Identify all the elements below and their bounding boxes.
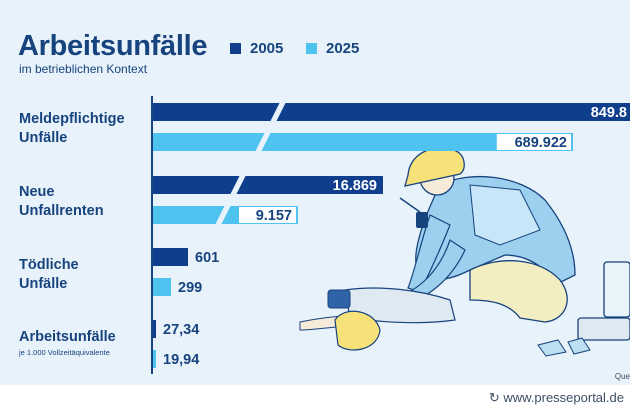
- source-label: Que: [614, 372, 630, 381]
- legend-swatch-2005: [230, 43, 241, 54]
- axis-break-2005-0: [270, 102, 286, 122]
- bar-chart: 849.8 689.922 16.869 9.157 601 299 27,34 19,94: [153, 102, 630, 368]
- patient-collar: [327, 289, 351, 309]
- value-pill-2005-1: [315, 177, 381, 193]
- value-label-2005-3: 27,34: [163, 322, 199, 338]
- value-label-2005-2: 601: [195, 250, 219, 266]
- value-label-2025-3: 19,94: [163, 352, 199, 368]
- footer-brand[interactable]: ↻ www.presseportal.de: [489, 390, 624, 406]
- value-label-2005-1: 16.869: [333, 178, 377, 194]
- axis-break-2025-0: [255, 132, 271, 152]
- bandage-pieces: [537, 337, 591, 357]
- first-aid-kit-box: [577, 317, 630, 341]
- helper-vest: [469, 184, 541, 246]
- radio-device: [416, 212, 428, 228]
- value-label-2025-2: 299: [178, 280, 202, 296]
- value-pill-2025-1: [239, 207, 296, 223]
- first-aid-kit-lid: [603, 261, 630, 318]
- bar-2025-3: [153, 350, 156, 368]
- category-label-unfallrenten: Neue Unfallrenten: [19, 184, 104, 219]
- legend-label-2025: 2025: [326, 40, 360, 57]
- legend-item-2025: 2025: [306, 40, 359, 57]
- axis-break-2005-1: [230, 175, 246, 195]
- helper-legs: [469, 260, 568, 323]
- chart-axis: [151, 96, 153, 374]
- patient-helmet: [334, 310, 381, 351]
- category-label-toedliche: Tödliche Unfälle: [19, 257, 79, 292]
- page-title: Arbeitsunfälle: [18, 30, 208, 62]
- legend-label-2005: 2005: [250, 40, 284, 57]
- footer-brand-text: www.presseportal.de: [503, 390, 624, 405]
- bar-2025-2: [153, 278, 171, 296]
- bar-2005-2: [153, 248, 188, 266]
- legend-item-2005: 2005: [230, 40, 283, 57]
- category-label-meldepflichtige: Meldepflichtige Unfälle: [19, 111, 125, 146]
- bar-2005-0: [153, 103, 630, 121]
- radio-antenna: [399, 197, 421, 213]
- arrow-icon: ↻: [488, 390, 504, 405]
- legend-swatch-2025: [306, 43, 317, 54]
- category-note-vollzeit: je 1.000 Vollzeitäquivalente: [19, 348, 110, 357]
- axis-break-2025-1: [215, 205, 231, 225]
- page-subtitle: im betrieblichen Kontext: [19, 62, 148, 76]
- value-label-2005-0: 849.8: [591, 105, 627, 121]
- helper-helmet: [404, 147, 465, 187]
- value-label-2025-1: 9.157: [256, 208, 292, 224]
- footer-bar: [0, 385, 630, 412]
- bar-2005-3: [153, 320, 156, 338]
- value-label-2025-0: 689.922: [515, 135, 567, 151]
- category-label-arbeitsunfaelle: Arbeitsunfälle: [19, 329, 116, 345]
- value-pill-2025-0: [496, 134, 571, 150]
